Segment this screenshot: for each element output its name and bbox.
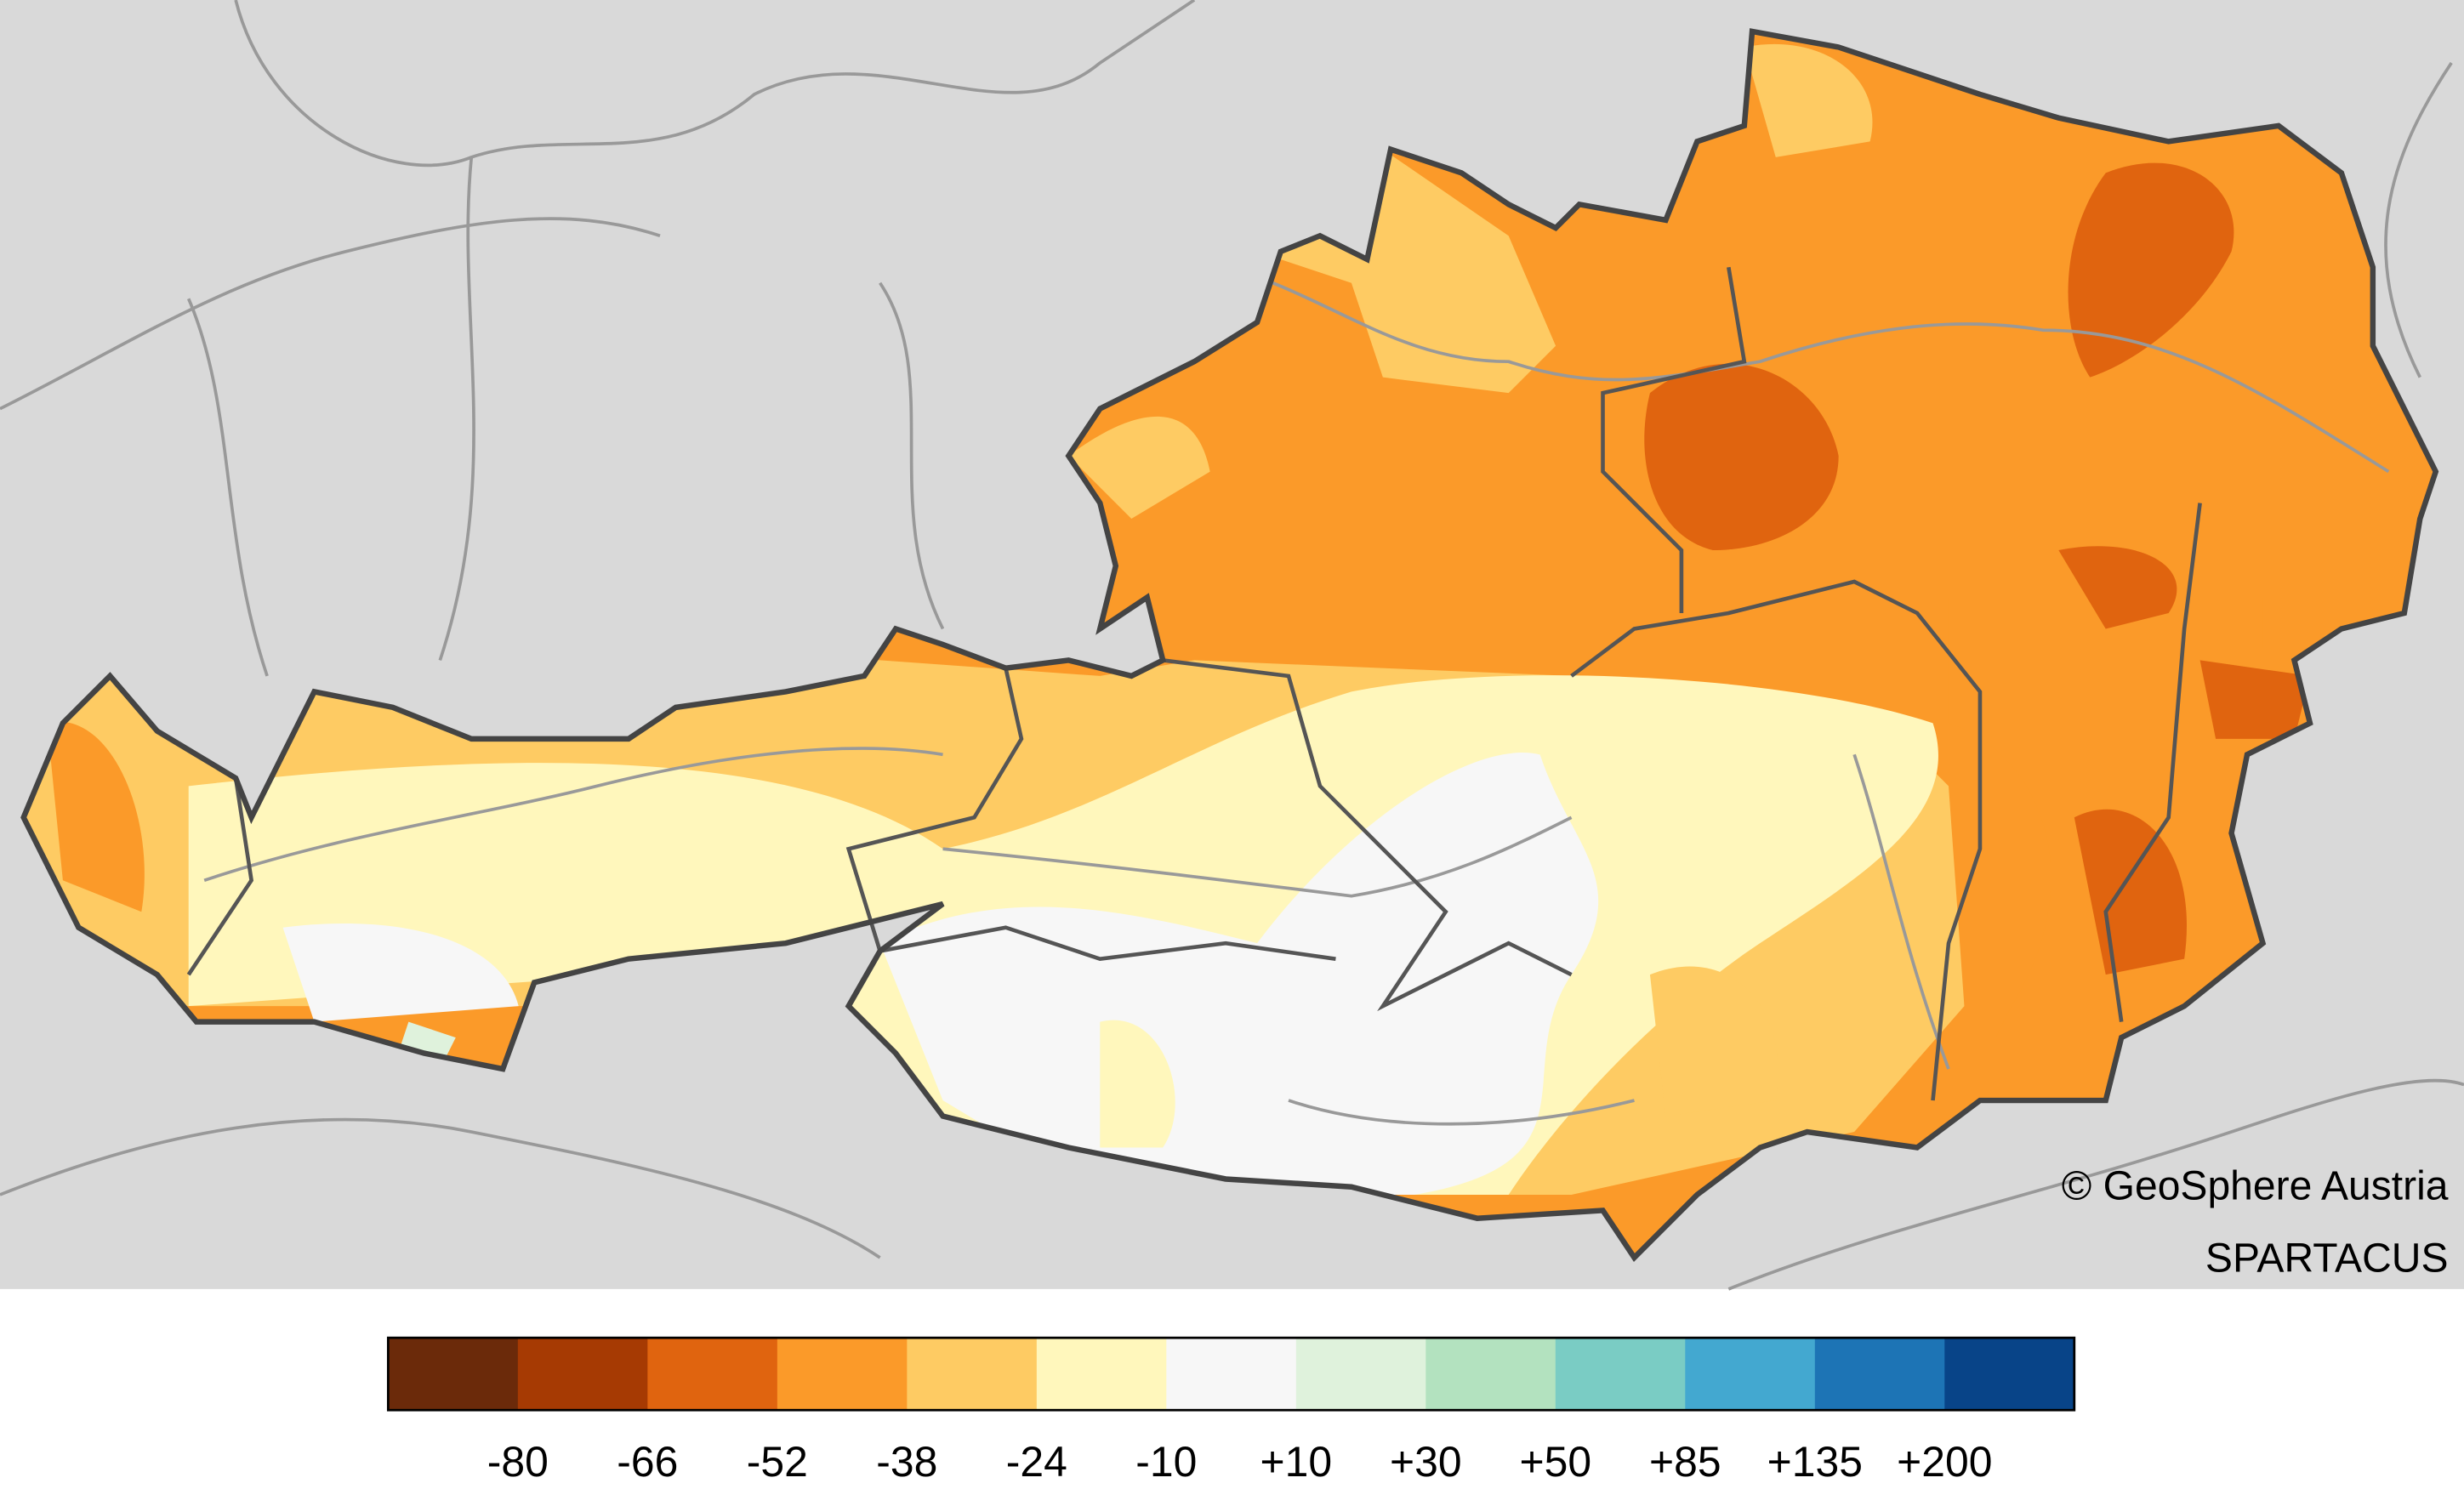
legend-swatch (647, 1338, 778, 1411)
legend-frame (386, 1336, 2076, 1412)
dataset-name: SPARTACUS (2205, 1236, 2449, 1282)
state-borders (186, 266, 2202, 1101)
legend-label: +50 (1520, 1438, 1592, 1486)
legend-label: +10 (1260, 1438, 1333, 1486)
color-legend: -80 -66 -52 -38 -24 -10 +10 +30 +50 +85 +135 +200 (386, 1336, 2076, 1486)
legend-swatch (1425, 1338, 1556, 1411)
rivers-inside (203, 281, 2390, 1126)
legend-swatch (388, 1338, 519, 1411)
legend-swatch (907, 1338, 1038, 1411)
legend-swatch (1814, 1338, 1946, 1411)
legend-label: -80 (487, 1438, 549, 1486)
legend-label: +85 (1649, 1438, 1721, 1486)
legend-swatch (1685, 1338, 1816, 1411)
legend-label: -52 (747, 1438, 808, 1486)
legend-label: -24 (1006, 1438, 1067, 1486)
legend-label: -10 (1135, 1438, 1197, 1486)
copyright: © GeoSphere Austria (2062, 1164, 2449, 1209)
legend-label: +135 (1767, 1438, 1863, 1486)
legend-swatch (777, 1338, 908, 1411)
legend-swatch (1166, 1338, 1297, 1411)
legend-label: +30 (1390, 1438, 1462, 1486)
legend-label: -38 (876, 1438, 937, 1486)
legend-swatch (1295, 1338, 1427, 1411)
rivers-outside (0, 0, 2464, 1291)
legend-label: +200 (1897, 1438, 1992, 1486)
legend-swatch (1555, 1338, 1687, 1411)
legend-swatch (1036, 1338, 1168, 1411)
legend-label: -66 (617, 1438, 678, 1486)
legend-swatch (1944, 1338, 2075, 1411)
legend-swatch (517, 1338, 649, 1411)
